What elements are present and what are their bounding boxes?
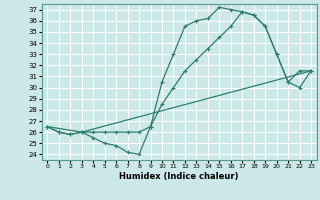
X-axis label: Humidex (Indice chaleur): Humidex (Indice chaleur) xyxy=(119,172,239,181)
